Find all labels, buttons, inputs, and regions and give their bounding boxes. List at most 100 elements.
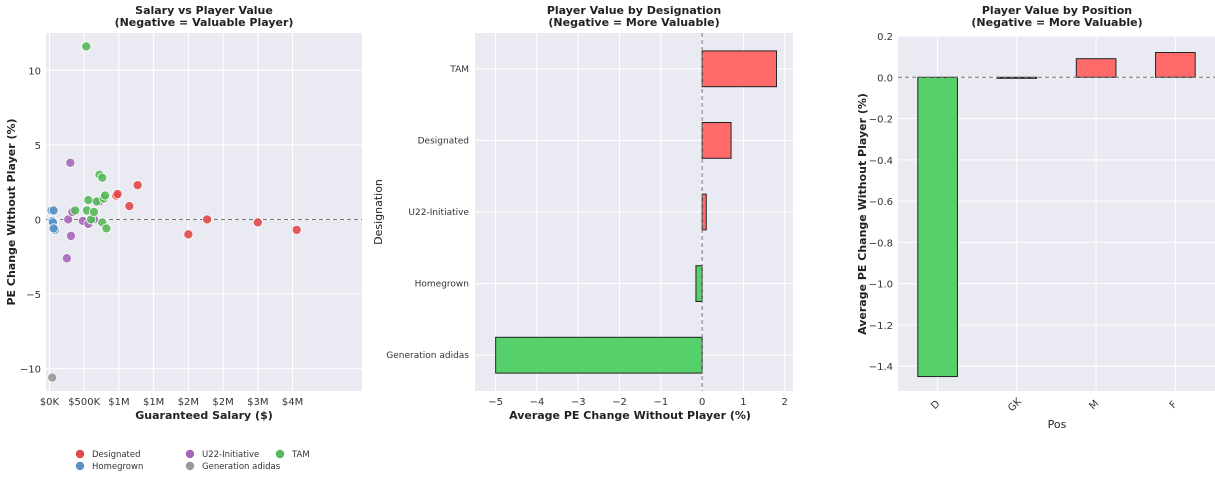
scatter-legend: Designated U22-Initiative TAM Homegrown Gene… [75,449,310,472]
scatter-point [48,223,59,234]
position-x-ticks: D GK M F [929,396,1179,414]
designation-x-ticks: −5 −4 −3 −2 −1 0 1 2 [488,397,788,408]
scatter-point [66,230,77,241]
position-y-tick-label: −0.8 [869,238,893,249]
scatter-y-tick-label: −5 [26,290,41,301]
scatter-x-tick-label: $3M [247,397,268,408]
scatter-x-tick-label: $4M [282,397,303,408]
designation-bar [701,122,732,159]
scatter-point [63,214,74,225]
scatter-y-tick-label: 5 [35,141,41,152]
designation-title-line2: (Negative = More Valuable) [548,16,719,29]
position-y-tick-label: −1.0 [869,280,893,291]
designation-category-label: Homegrown [415,280,469,290]
position-category-label: GK [1006,396,1024,414]
designation-x-axis-label: Average PE Change Without Player (%) [509,409,751,422]
position-y-tick-label: −1.4 [869,362,893,373]
designation-title-line1: Player Value by Designation [547,4,721,17]
scatter-point [97,172,108,183]
position-title-line1: Player Value by Position [982,4,1132,17]
scatter-x-tick-label: $2M [178,397,199,408]
position-bar [917,76,958,378]
position-title-line2: (Negative = More Valuable) [971,16,1142,29]
scatter-point [83,195,94,206]
scatter-y-tick-label: 10 [28,66,41,77]
designation-y-ticks: TAM Designated U22-Initiative Homegrown Gene… [386,65,469,361]
designation-x-tick-label: 1 [740,397,746,408]
designation-bar [701,50,777,88]
scatter-x-tick-label: $1M [143,397,164,408]
position-y-tick-label: 0.2 [877,32,893,43]
scatter-title-line2: (Negative = Valuable Player) [115,16,294,29]
designation-panel: −5 −4 −3 −2 −1 0 1 2 TAM Designated U22-Initiativ… [372,4,793,422]
scatter-points [46,41,302,383]
legend-label: TAM [291,450,310,460]
designation-x-tick-label: 2 [782,397,788,408]
scatter-x-axis-label: Guaranteed Salary ($) [135,409,273,422]
position-y-tick-label: −0.4 [869,156,893,167]
scatter-y-axis-label: PE Change Without Player (%) [5,118,18,305]
scatter-point [81,41,92,52]
scatter-y-tick-label: −10 [20,365,41,376]
position-y-tick-label: −0.2 [869,115,893,126]
scatter-x-tick-label: $0K [40,397,60,408]
designation-category-label: Generation adidas [386,351,469,361]
scatter-point [252,217,263,228]
position-y-ticks: 0.2 0.0 −0.2 −0.4 −0.6 −0.8 −1.0 −1.2 −1.4 [869,32,893,373]
scatter-x-tick-label: $1M [108,397,129,408]
position-category-label: D [929,398,942,411]
scatter-title-line1: Salary vs Player Value [135,4,273,17]
position-bar [1075,58,1117,78]
scatter-point [124,201,135,212]
position-x-axis-label: Pos [1048,418,1067,431]
designation-x-tick-label: −2 [612,397,627,408]
position-y-tick-label: −1.2 [869,321,893,332]
scatter-y-tick-label: 0 [35,215,41,226]
position-y-tick-label: −0.6 [869,197,893,208]
position-y-axis-label: Average PE Change Without Player (%) [856,93,869,335]
legend-label: Designated [92,450,141,460]
scatter-point [65,157,76,168]
legend-label: Homegrown [92,462,143,472]
scatter-point [291,224,302,235]
designation-x-tick-label: −5 [488,397,503,408]
designation-bar [701,193,707,231]
designation-x-tick-label: −3 [571,397,586,408]
scatter-point [100,190,111,201]
designation-y-axis-label: Designation [372,179,385,245]
scatter-point [112,189,123,200]
designation-x-tick-label: −4 [530,397,545,408]
scatter-point [202,214,213,225]
scatter-x-tick-label: $2M [212,397,233,408]
designation-category-label: U22-Initiative [408,208,469,218]
scatter-point [88,206,99,217]
position-panel: D GK M F 0.2 0.0 −0.2 −0.4 −0.6 −0.8 −1.0 −1.2 −1.4… [856,4,1215,431]
designation-category-label: TAM [449,65,469,75]
legend-marker [75,461,85,471]
designation-x-tick-label: 0 [699,397,705,408]
designation-category-label: Designated [418,136,469,146]
scatter-y-ticks: −10 −5 0 5 10 [20,66,41,375]
scatter-point [61,253,72,264]
designation-x-tick-label: −1 [653,397,668,408]
designation-bar [695,265,703,303]
scatter-point [101,223,112,234]
scatter-point [132,180,143,191]
scatter-point [47,372,58,383]
legend-marker [275,449,285,459]
position-bars [917,52,1196,378]
scatter-panel: $0K $500K $1M $1M $2M $2M $3M $4M −10 −5 0 5 10 Sal… [5,4,362,472]
position-y-tick-label: 0.0 [877,73,893,84]
legend-label: U22-Initiative [202,450,259,460]
position-category-label: F [1168,399,1180,411]
scatter-point [183,229,194,240]
legend-marker [185,449,195,459]
legend-label: Generation adidas [202,462,281,472]
legend-marker [75,449,85,459]
position-category-label: M [1087,398,1101,412]
scatter-x-ticks: $0K $500K $1M $1M $2M $2M $3M $4M [40,397,303,408]
scatter-point [70,205,81,216]
legend-marker [185,461,195,471]
designation-bar [495,336,703,374]
